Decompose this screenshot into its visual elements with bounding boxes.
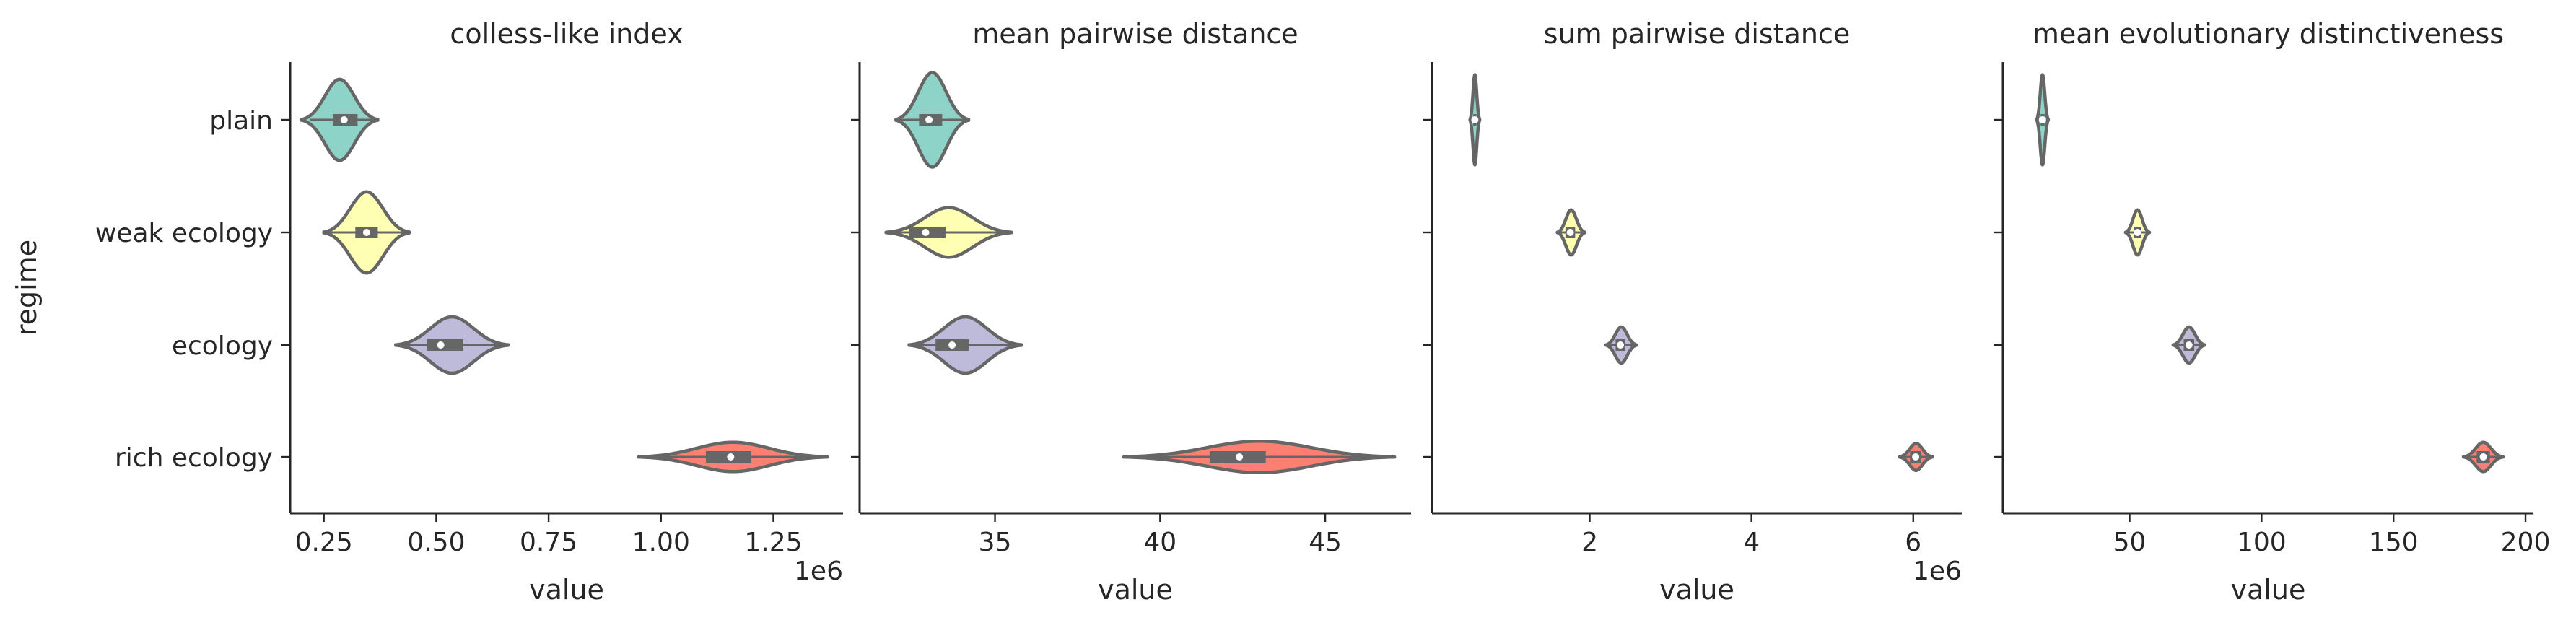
violin-ecology bbox=[907, 315, 1023, 375]
x-tick-label: 50 bbox=[2113, 528, 2147, 557]
median-point bbox=[1471, 116, 1479, 123]
x-tick-label: 4 bbox=[1743, 528, 1760, 557]
median-point bbox=[727, 453, 735, 461]
median-point bbox=[2185, 341, 2193, 349]
x-tick-label: 200 bbox=[2501, 528, 2551, 557]
median-point bbox=[2134, 229, 2141, 236]
median-point bbox=[437, 341, 445, 349]
panel-title: colless-like index bbox=[450, 18, 683, 50]
panel-title: mean pairwise distance bbox=[972, 18, 1298, 50]
plot-root: regime colless-like index plain weak ecolog… bbox=[11, 18, 2550, 606]
x-tick-label: 0.25 bbox=[295, 528, 353, 557]
violin-weak-ecology bbox=[2123, 208, 2152, 257]
violin-rich-ecology bbox=[2461, 440, 2505, 474]
y-axis-label: regime bbox=[11, 240, 43, 336]
violin-weak-ecology bbox=[322, 190, 411, 275]
y-tick-label: rich ecology bbox=[115, 443, 273, 473]
median-point bbox=[1566, 229, 1574, 236]
median-point bbox=[922, 229, 930, 236]
x-tick-label: 45 bbox=[1309, 528, 1342, 557]
median-point bbox=[1617, 341, 1625, 349]
y-tick-label: weak ecology bbox=[95, 219, 273, 248]
x-tick-label: 35 bbox=[979, 528, 1012, 557]
violin-rich-ecology bbox=[1122, 439, 1397, 475]
x-tick-label: 1.00 bbox=[632, 528, 690, 557]
violin-plain bbox=[1468, 73, 1482, 167]
median-point bbox=[340, 116, 348, 123]
panel-2: mean pairwise distance 35 40 45 value bbox=[851, 18, 1411, 606]
y-tick-label: ecology bbox=[172, 331, 273, 361]
x-tick-label: 100 bbox=[2237, 528, 2287, 557]
violin-weak-ecology bbox=[884, 206, 1013, 259]
violin-rich-ecology bbox=[637, 440, 829, 474]
median-point bbox=[2038, 116, 2046, 123]
violin-plain bbox=[2035, 73, 2051, 167]
panel-3: sum pairwise distance 2 4 6 value 1e6 bbox=[1423, 18, 1962, 606]
axis-offset-label: 1e6 bbox=[794, 557, 843, 586]
x-tick-label: 2 bbox=[1581, 528, 1598, 557]
violin-ecology bbox=[1604, 325, 1638, 365]
violin-weak-ecology bbox=[1555, 208, 1587, 257]
panel-1: colless-like index plain weak ecology ecolo… bbox=[95, 18, 843, 606]
violin-rich-ecology bbox=[1898, 442, 1934, 472]
x-tick-label: 0.50 bbox=[407, 528, 465, 557]
x-tick-label: 40 bbox=[1143, 528, 1176, 557]
x-axis-label: value bbox=[1098, 574, 1173, 606]
violin-plain bbox=[894, 71, 971, 169]
median-point bbox=[362, 229, 370, 236]
x-tick-label: 1.25 bbox=[744, 528, 802, 557]
median-point bbox=[948, 341, 956, 349]
panel-4: mean evolutionary distinctiveness 50 100 15… bbox=[1994, 18, 2550, 606]
x-tick-label: 150 bbox=[2369, 528, 2419, 557]
violin-ecology bbox=[394, 315, 510, 375]
median-point bbox=[1236, 453, 1244, 461]
y-tick-label: plain bbox=[209, 106, 273, 136]
x-axis-label: value bbox=[529, 574, 604, 606]
x-tick-label: 6 bbox=[1905, 528, 1921, 557]
x-tick-label: 0.75 bbox=[520, 528, 577, 557]
x-axis-label: value bbox=[2231, 574, 2306, 606]
axis-offset-label: 1e6 bbox=[1913, 557, 1962, 586]
violin-plain bbox=[300, 77, 380, 162]
median-point bbox=[1912, 453, 1920, 461]
median-point bbox=[925, 116, 933, 123]
x-axis-label: value bbox=[1659, 574, 1734, 606]
iqr-box bbox=[427, 339, 463, 351]
violin-ecology bbox=[2171, 325, 2206, 365]
panel-title: mean evolutionary distinctiveness bbox=[2033, 18, 2504, 50]
median-point bbox=[2479, 453, 2487, 461]
panel-title: sum pairwise distance bbox=[1544, 18, 1850, 50]
